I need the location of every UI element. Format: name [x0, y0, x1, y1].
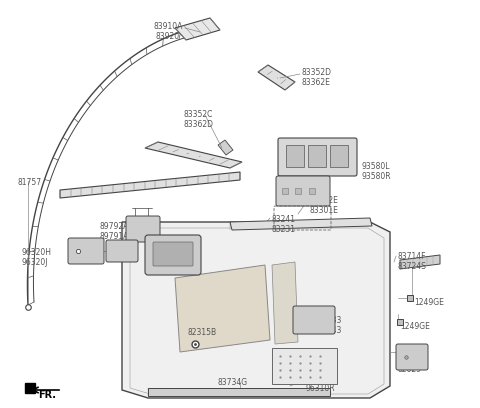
Polygon shape [175, 18, 220, 40]
Text: 83910A
83920: 83910A 83920 [153, 22, 183, 41]
Text: 82315B: 82315B [187, 328, 216, 337]
Text: FR.: FR. [38, 390, 56, 400]
Text: 93633
93643: 93633 93643 [318, 316, 342, 335]
Bar [330, 145, 348, 167]
Text: 83714F
83724S: 83714F 83724S [398, 252, 427, 271]
Text: 83352D
83362E: 83352D 83362E [302, 68, 332, 87]
Text: 83734G: 83734G [218, 378, 248, 387]
FancyBboxPatch shape [396, 344, 428, 370]
Text: 1249GE: 1249GE [414, 298, 444, 307]
Text: 89792A
89791A: 89792A 89791A [100, 222, 130, 242]
Text: 93580L
93580R: 93580L 93580R [362, 162, 392, 182]
FancyBboxPatch shape [145, 235, 201, 275]
Text: 1249GE: 1249GE [400, 322, 430, 331]
FancyBboxPatch shape [276, 176, 330, 206]
Polygon shape [122, 222, 390, 398]
FancyBboxPatch shape [68, 238, 104, 264]
Bar [286, 145, 304, 167]
FancyBboxPatch shape [153, 242, 193, 266]
Bar [272, 348, 337, 384]
Polygon shape [60, 172, 240, 198]
FancyBboxPatch shape [278, 138, 357, 176]
FancyBboxPatch shape [293, 306, 335, 334]
Polygon shape [272, 262, 298, 344]
Polygon shape [145, 142, 242, 168]
Text: 81757: 81757 [18, 178, 42, 187]
Text: 82619
82629: 82619 82629 [398, 355, 422, 375]
Text: 83352C
83362D: 83352C 83362D [183, 110, 213, 129]
FancyBboxPatch shape [106, 240, 138, 262]
Polygon shape [175, 265, 270, 352]
Text: 93581A
93581B: 93581A 93581B [300, 178, 329, 197]
Text: 83241
83231: 83241 83231 [272, 215, 296, 235]
Bar [308, 145, 326, 167]
Text: 96310L
96310R: 96310L 96310R [305, 374, 335, 393]
Polygon shape [148, 388, 330, 396]
Text: 93582B
93582A: 93582B 93582A [310, 150, 339, 169]
Text: 96320H
96320J: 96320H 96320J [22, 248, 52, 267]
Polygon shape [230, 218, 372, 230]
FancyBboxPatch shape [126, 216, 160, 242]
Polygon shape [400, 255, 440, 269]
Polygon shape [218, 140, 233, 155]
Text: 83620B
83610B: 83620B 83610B [152, 237, 181, 256]
Polygon shape [258, 65, 295, 90]
Text: 83302E
83301E: 83302E 83301E [310, 196, 339, 215]
